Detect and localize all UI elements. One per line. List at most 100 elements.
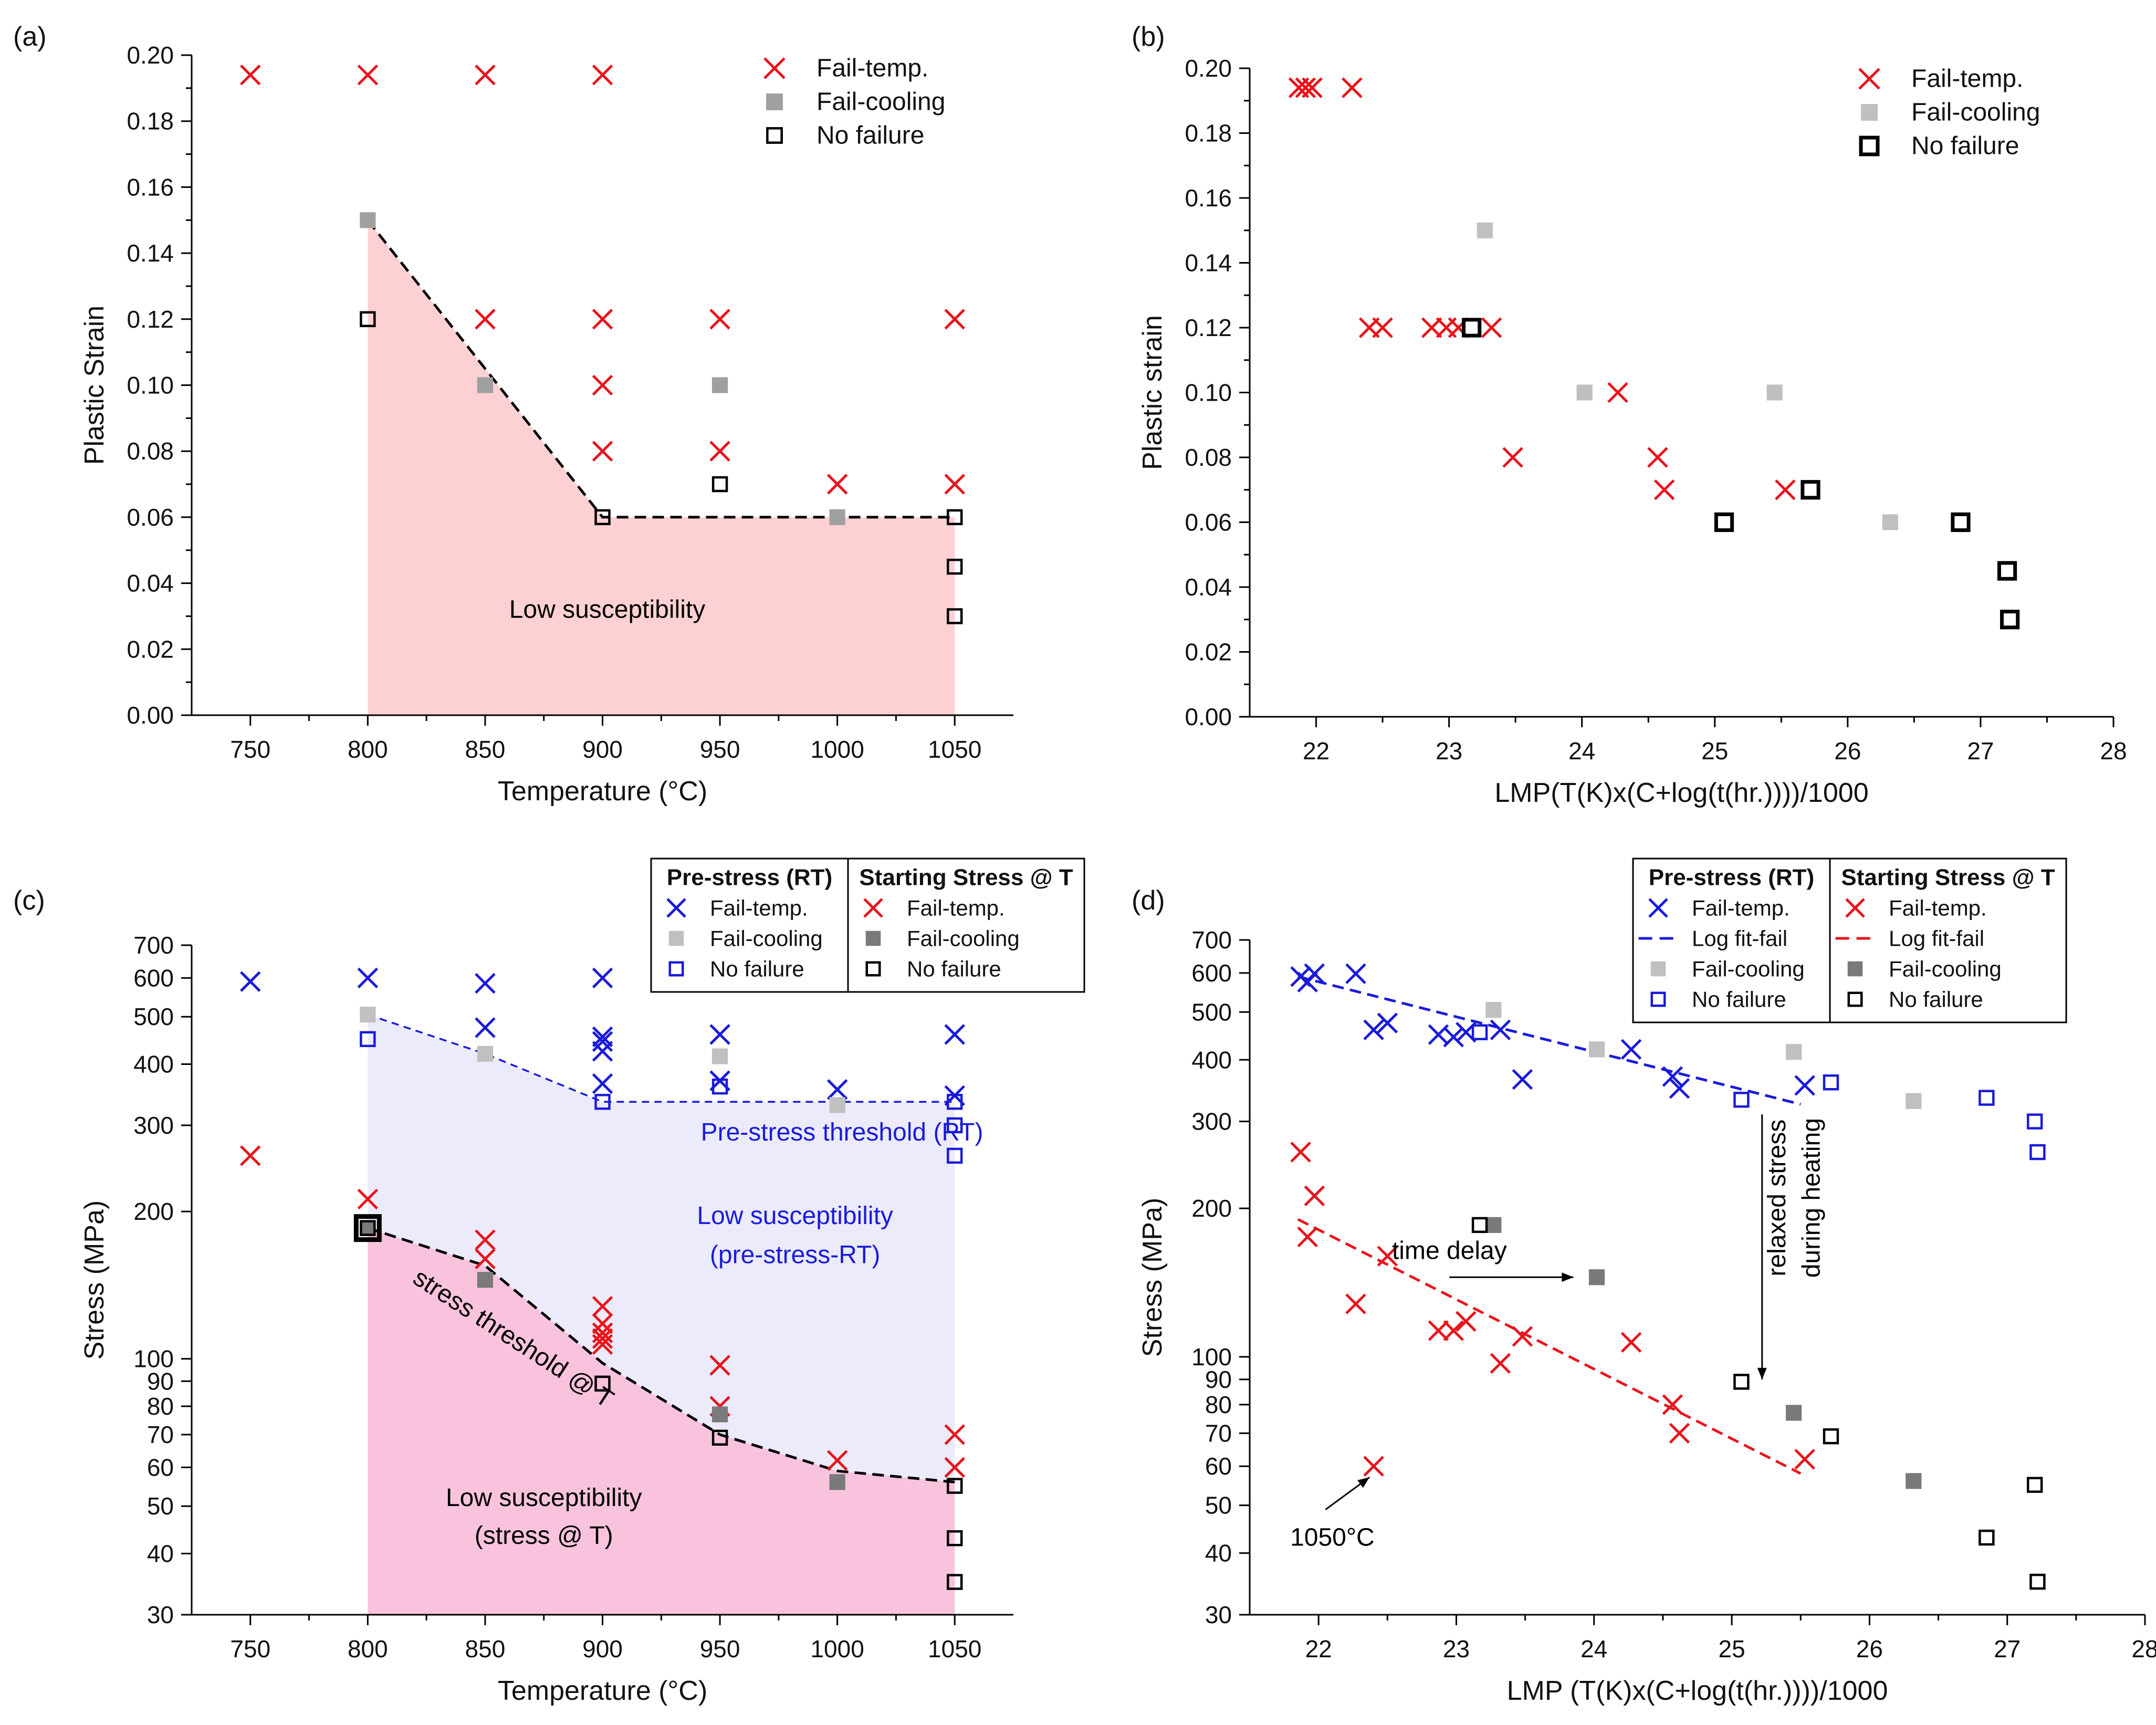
series-pre-stress-rt-fail-temp- — [240, 967, 965, 1106]
x-tick-label: 23 — [1436, 737, 1462, 765]
data-point — [360, 311, 376, 328]
panel-label: (b) — [1132, 22, 1165, 52]
y-tick-label: 40 — [147, 1540, 174, 1567]
data-point — [944, 1457, 965, 1478]
data-point — [1766, 384, 1783, 401]
data-point — [1485, 1002, 1502, 1018]
series-pre-stress-rt-no-failure — [1471, 1024, 2046, 1161]
data-point — [947, 558, 963, 575]
data-point — [711, 1406, 728, 1423]
y-tick-label: 0.16 — [1185, 184, 1232, 212]
data-point — [944, 1424, 965, 1445]
legend-entry-label: Fail-cooling — [1911, 99, 2040, 127]
y-tick-label: 60 — [147, 1454, 174, 1481]
series-pre-stress-rt-fail-cooling — [360, 1007, 845, 1113]
x-tick-label: 27 — [1994, 1635, 2021, 1663]
data-point — [1906, 1473, 1922, 1489]
data-point — [594, 509, 611, 526]
legend-header: Starting Stress @ T — [859, 865, 1073, 891]
x-tick-label: 800 — [348, 1635, 388, 1663]
data-point — [475, 1229, 496, 1250]
annotation-text: time delay — [1392, 1237, 1507, 1265]
data-point — [1785, 1044, 1802, 1060]
legend-marker — [865, 961, 881, 977]
data-point — [1377, 1246, 1398, 1267]
series-fail-temp- — [240, 64, 965, 495]
data-point — [947, 1117, 963, 1134]
legend-entry-label: No failure — [1692, 987, 1786, 1012]
y-tick-label: 30 — [147, 1601, 174, 1628]
y-tick-label: 80 — [1205, 1391, 1232, 1418]
data-point — [1443, 1027, 1464, 1048]
data-point — [2029, 1144, 2046, 1161]
x-tick-label: 22 — [1305, 1635, 1332, 1663]
series-starting-stress-t-no-failure — [1471, 1217, 2046, 1590]
y-tick-label: 0.02 — [1185, 639, 1232, 666]
data-point — [357, 967, 379, 989]
data-point — [1979, 1090, 1995, 1106]
legend-marker — [766, 127, 783, 144]
data-point — [477, 1272, 494, 1288]
data-point — [947, 1478, 963, 1494]
legend-entry-label: Fail-temp. — [817, 55, 928, 82]
x-tick-label: 1050 — [928, 736, 981, 763]
data-point — [1363, 1019, 1384, 1041]
data-point — [1443, 1320, 1464, 1341]
data-point — [475, 64, 496, 86]
legend-marker — [668, 961, 684, 977]
panel-a: (a) 750 800 850 900 950 1000 1050 0.00 0.02 0.04 0.… — [13, 22, 1013, 807]
data-point — [360, 212, 376, 228]
data-point — [592, 1295, 613, 1317]
data-point — [592, 1313, 613, 1334]
y-tick-label: 400 — [133, 1051, 174, 1078]
data-point — [1295, 77, 1316, 98]
y-tick-label: 100 — [133, 1345, 174, 1373]
y-tick-label: 0.14 — [1185, 249, 1232, 277]
data-point — [1490, 1353, 1511, 1374]
data-point — [1512, 1326, 1533, 1347]
data-point — [240, 64, 261, 86]
legend-entry-label: Fail-temp. — [1692, 896, 1790, 921]
data-point — [947, 509, 963, 526]
y-tick-label: 0.00 — [1185, 703, 1232, 730]
data-point — [360, 1220, 376, 1236]
y-tick-label: 0.08 — [1185, 444, 1232, 471]
legend-header: Pre-stress (RT) — [667, 865, 832, 891]
annotation-text: Pre-stress threshold (RT) — [701, 1118, 983, 1146]
y-axis-label: Stress (MPa) — [79, 1200, 110, 1360]
data-point — [944, 474, 965, 495]
data-point — [475, 309, 496, 330]
data-point — [592, 374, 613, 396]
data-point — [1653, 479, 1675, 500]
legend-entry-label: Fail-temp. — [907, 896, 1005, 921]
data-point — [475, 973, 496, 994]
x-tick-label: 26 — [1834, 737, 1861, 765]
x-tick-label: 950 — [700, 736, 740, 763]
x-axis-label: LMP (T(K)x(C+log(t(hr.))))/1000 — [1507, 1676, 1888, 1706]
data-point — [592, 1328, 613, 1349]
y-tick-label: 0.18 — [1185, 120, 1232, 147]
data-point — [711, 1429, 728, 1446]
legend-marker — [865, 931, 881, 946]
y-axis-label: Plastic strain — [1137, 315, 1168, 470]
legend-marker — [666, 898, 686, 918]
legend-marker — [1648, 898, 1668, 918]
data-point — [2000, 610, 2020, 630]
data-point — [1785, 1405, 1802, 1421]
legend: Fail-temp. Fail-cooling No failure — [1858, 65, 2040, 160]
x-tick-label: 23 — [1443, 1635, 1470, 1663]
data-point — [1794, 1449, 1815, 1470]
data-point — [1714, 512, 1734, 532]
data-point-highlight — [353, 1214, 382, 1242]
x-axis-label: LMP(T(K)x(C+log(t(hr.))))/1000 — [1494, 778, 1868, 808]
data-point — [1588, 1269, 1605, 1285]
legend: Pre-stress (RT) Fail-temp. Log fit-fail Fai… — [1632, 858, 2067, 1023]
legend-entry-label: Fail-cooling — [1692, 957, 1805, 981]
data-point — [594, 1094, 611, 1110]
y-tick-label: 0.14 — [127, 239, 174, 267]
data-point — [240, 971, 261, 992]
y-tick-label: 40 — [1205, 1540, 1232, 1567]
data-point — [2026, 1113, 2043, 1130]
data-point — [592, 64, 613, 86]
x-tick-label: 850 — [465, 1635, 506, 1663]
